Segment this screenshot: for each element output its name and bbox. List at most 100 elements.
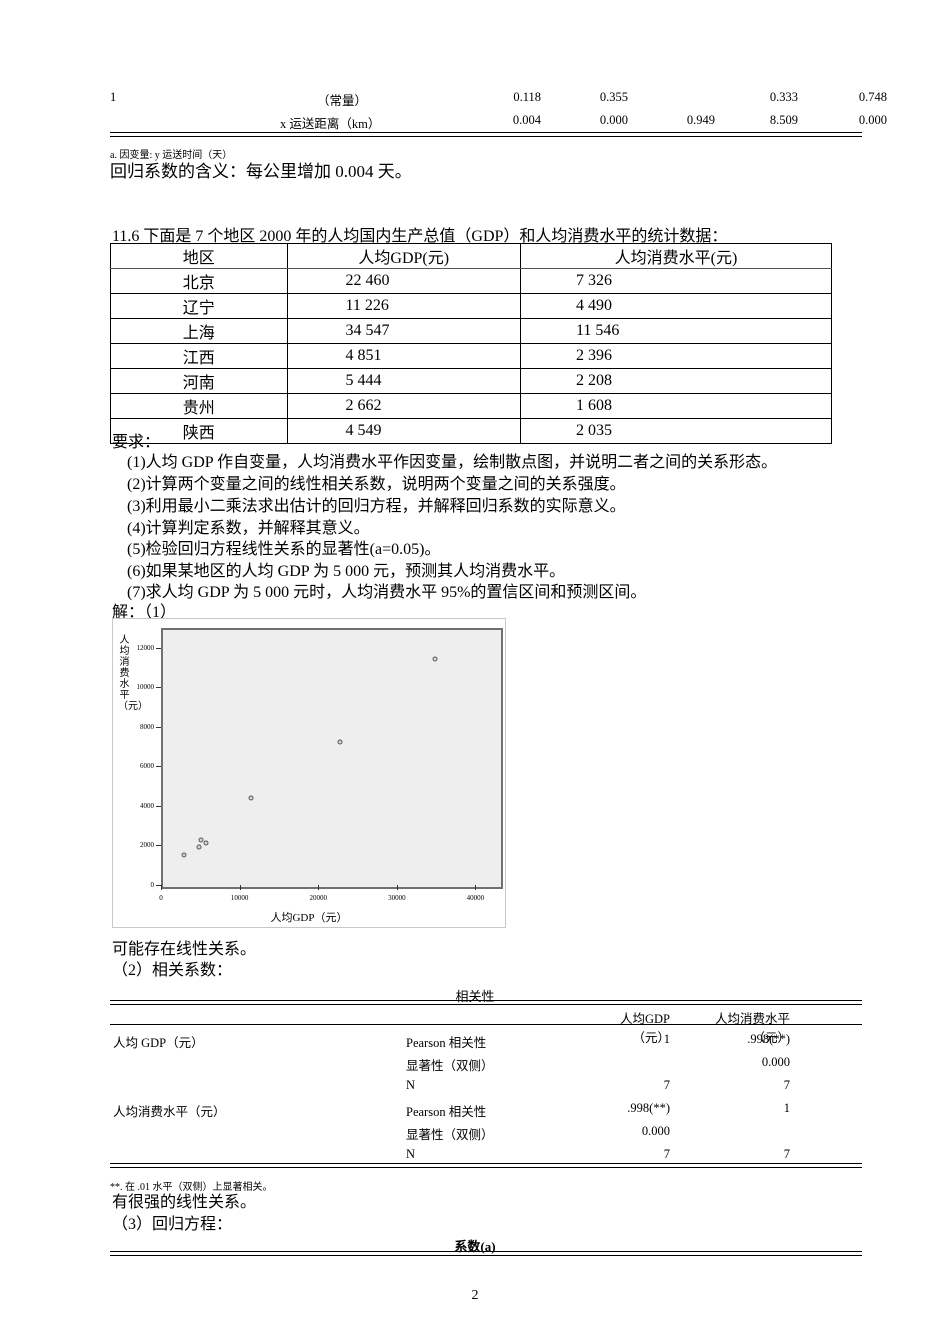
y-axis-tick: [156, 766, 161, 768]
distance-f: 8.509: [769, 113, 798, 127]
page-number: 2: [471, 1288, 479, 1303]
constant-sig-std: 0.118: [513, 90, 541, 104]
table-row: 辽宁 11 226 4 490: [110, 293, 833, 319]
correlations-value: .998(**): [627, 1101, 670, 1115]
correlations-value: 7: [663, 1147, 670, 1161]
gdp-data-table: 地区 人均GDP(元) 人均消费水平(元) 北京 22 460 7 326 辽宁…: [110, 243, 833, 444]
problem-title: 11.6 下面是 7 个地区 2000 年的人均国内生产总值（GDP）和人均消费…: [112, 228, 728, 245]
conclusion-step-1: 可能存在线性关系。: [112, 941, 257, 958]
table-row: 北京 22 460 7 326: [110, 268, 833, 294]
correlations-value: .998(**): [747, 1032, 790, 1046]
table-row: 河南 5 444 2 208: [110, 368, 833, 394]
solution-step-2-label: （2）相关系数：: [112, 962, 233, 979]
cell-region: 北京: [110, 268, 288, 294]
correlations-stat-name: N: [406, 1147, 416, 1161]
requirements-heading: 要求：: [112, 434, 161, 451]
y-axis-tick-label: 2000: [140, 841, 154, 850]
correlations-value: 7: [783, 1078, 790, 1092]
correlations-header-rule: [110, 1024, 862, 1025]
cell-consumption: 2 208: [519, 368, 833, 394]
correlations-bottom-rule: [110, 1163, 862, 1168]
cell-consumption: 4 490: [519, 293, 833, 319]
scatter-point: [196, 844, 202, 850]
cell-consumption: 2 396: [519, 343, 833, 369]
header-consumption: 人均消费水平(元): [519, 243, 833, 269]
requirement-item: (1)人均 GDP 作自变量，人均消费水平作因变量，绘制散点图，并说明二者之间的…: [127, 454, 778, 471]
distance-p: 0.000: [858, 113, 887, 127]
correlations-row-label: 人均 GDP（元）: [113, 1036, 204, 1050]
solution-step-1-label: 解：（1）: [112, 604, 177, 621]
y-axis-tick-label: 4000: [140, 801, 154, 810]
cell-gdp: 22 460: [286, 268, 521, 294]
requirement-item: (5)检验回归方程线性关系的显著性(a=0.05)。: [127, 541, 441, 558]
y-axis-tick-label: 10000: [136, 683, 155, 692]
table-row: 陕西 4 549 2 035: [110, 418, 833, 444]
scatter-point: [203, 840, 209, 846]
requirement-item: (2)计算两个变量之间的线性相关系数，说明两个变量之间的关系强度。: [127, 476, 626, 493]
cell-region: 辽宁: [110, 293, 288, 319]
correlations-value: 0.000: [641, 1124, 670, 1138]
spss-coefficients-table-fragment: 1 （常量） 0.118 0.355 0.333 0.748 x 运送距离（km…: [110, 88, 887, 140]
y-axis-tick-label: 8000: [140, 722, 154, 731]
distance-beta: 0.000: [599, 113, 628, 127]
x-axis-tick: [161, 885, 162, 890]
requirement-item: (3)利用最小二乘法求出估计的回归方程，并解释回归系数的实际意义。: [127, 498, 626, 515]
constant-p: 0.748: [858, 90, 887, 104]
cell-consumption: 7 326: [519, 268, 833, 294]
y-axis-tick-label: 6000: [140, 762, 154, 771]
correlations-value: 1: [663, 1032, 670, 1046]
conclusion-step-2: 有很强的线性关系。: [112, 1194, 257, 1211]
solution-step-3-label: （3）回归方程：: [112, 1216, 233, 1233]
correlations-row-label: 人均消费水平（元）: [113, 1105, 226, 1119]
x-axis-tick-label: 30000: [388, 894, 406, 902]
term-distance: x 运送距离（km）: [280, 117, 381, 131]
cell-region: 上海: [110, 318, 288, 344]
y-axis-tick: [156, 647, 161, 649]
scatter-point: [181, 852, 187, 858]
correlations-footnote: **. 在 .01 水平（双侧）上显著相关。: [110, 1182, 273, 1193]
cell-region: 陕西: [110, 418, 288, 444]
distance-t: 0.949: [686, 113, 715, 127]
correlations-stat-name: 显著性（双侧）: [406, 1128, 494, 1142]
x-axis-tick: [396, 885, 398, 890]
scatter-point: [248, 795, 254, 801]
scatter-point: [198, 837, 204, 843]
correlations-stat-name: N: [406, 1078, 416, 1092]
coefficients-top-rule: [110, 1251, 862, 1256]
y-axis-tick-label: 12000: [136, 643, 155, 652]
y-axis-tick: [156, 726, 161, 728]
cell-region: 江西: [110, 343, 288, 369]
cell-gdp: 4 549: [286, 418, 521, 444]
correlations-value: 7: [783, 1147, 790, 1161]
cell-gdp: 11 226: [286, 293, 521, 319]
cell-gdp: 2 662: [286, 393, 521, 419]
scatter-point: [337, 739, 343, 745]
distance-sig-std: 0.004: [512, 113, 541, 127]
cell-region: 河南: [110, 368, 288, 394]
coefficient-meaning-text: 回归系数的含义：每公里增加 0.004 天。: [110, 162, 412, 181]
cell-consumption: 1 608: [519, 393, 833, 419]
x-axis-label: 人均GDP（元）: [270, 912, 348, 924]
cell-gdp: 5 444: [286, 368, 521, 394]
table-row: 贵州 2 662 1 608: [110, 393, 833, 419]
correlations-value: 0.000: [761, 1055, 790, 1069]
cell-consumption: 2 035: [519, 418, 833, 444]
cell-gdp: 34 547: [286, 318, 521, 344]
cell-region: 贵州: [110, 393, 288, 419]
scatter-chart: 人均消费水平（元） 人均GDP（元） 0 2000 4000 6000 8000 1000…: [112, 618, 506, 928]
table-row: 上海 34 547 11 546: [110, 318, 833, 344]
y-axis-label: 人均消费水平（元）: [118, 635, 148, 712]
correlations-stat-name: 显著性（双侧）: [406, 1059, 494, 1073]
y-axis-tick: [156, 885, 161, 886]
correlations-header-gdp: 人均GDP（元）: [619, 1012, 670, 1045]
header-region: 地区: [110, 243, 288, 269]
x-axis-tick: [475, 885, 477, 890]
x-axis-tick-label: 20000: [309, 894, 327, 902]
x-axis-tick: [318, 885, 320, 890]
model-number: 1: [110, 90, 117, 104]
y-axis-tick: [156, 845, 161, 847]
table-row: 江西 4 851 2 396: [110, 343, 833, 369]
y-axis-tick: [156, 805, 161, 807]
scatter-point: [432, 656, 438, 662]
correlations-stat-name: Pearson 相关性: [406, 1105, 487, 1119]
